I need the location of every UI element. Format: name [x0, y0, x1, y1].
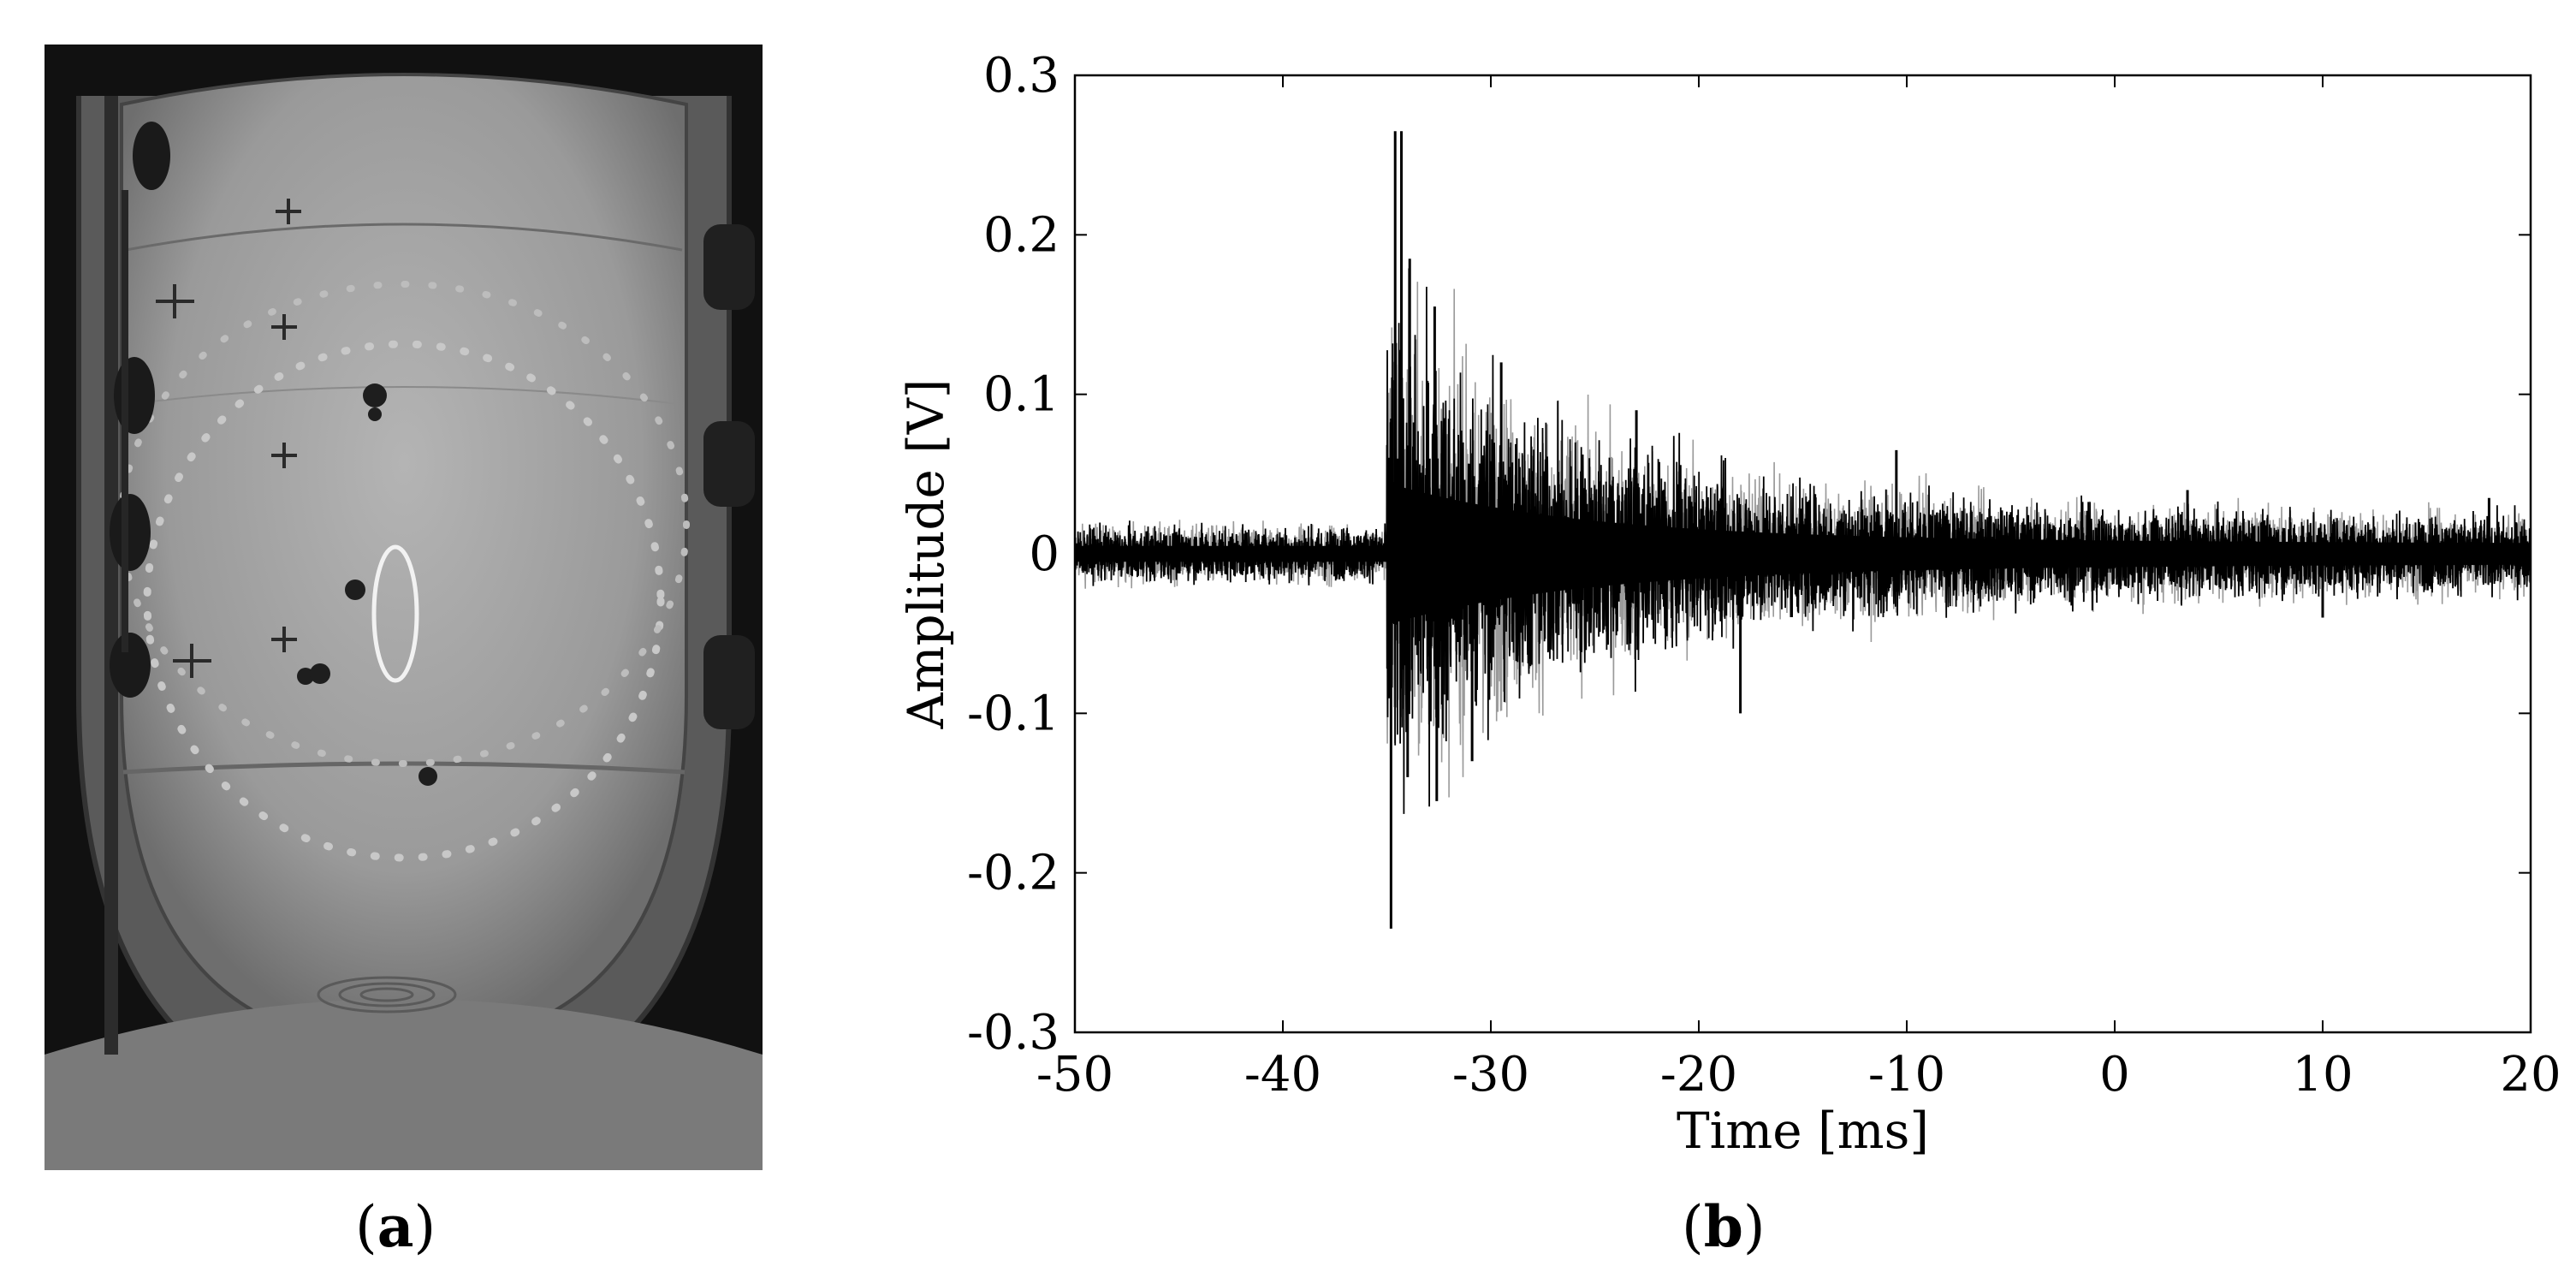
caption-b-label: b — [1703, 1193, 1743, 1260]
y-tick-label: 0.3 — [983, 48, 1059, 104]
caption-b-close: ) — [1742, 1194, 1766, 1260]
amplitude-chart: -50 -40 -30 -20 -10 0 10 20 -0.3 -0.2 -0.1 0 0.1 0.2 0… — [897, 48, 2561, 1160]
caption-a-open: ( — [355, 1194, 377, 1260]
tank-photograph — [45, 45, 763, 1170]
x-tick-label: 20 — [2500, 1047, 2561, 1103]
bottom-ripples — [317, 976, 457, 1013]
sensor-left-3 — [110, 494, 151, 571]
caption-b: (b) — [1682, 1198, 1766, 1256]
x-tick-label: -10 — [1868, 1047, 1945, 1103]
caption-a-close: ) — [413, 1194, 436, 1260]
rivet-ring — [143, 340, 665, 862]
ticks-layer: -50 -40 -30 -20 -10 0 10 20 -0.3 -0.2 -0.1 0 0.1 0.2 0… — [967, 48, 2561, 1103]
signal-core-band — [1075, 483, 2531, 625]
signal-trace-layer — [1074, 131, 2531, 929]
x-tick-label: -40 — [1244, 1047, 1321, 1103]
caption-b-open: ( — [1682, 1194, 1704, 1260]
tank-body — [120, 73, 688, 1049]
sensor-left-1 — [133, 122, 170, 190]
tank-seam-low — [129, 386, 679, 405]
x-axis-label: Time [ms] — [1677, 1102, 1929, 1160]
y-tick-label: 0.2 — [983, 207, 1059, 263]
y-axis-label: Amplitude [V] — [897, 379, 955, 730]
source-location-ellipse — [371, 544, 419, 683]
surface-dots — [297, 383, 437, 786]
sensor-left-4 — [110, 633, 151, 698]
x-tick-label: -30 — [1452, 1047, 1529, 1103]
tank-seam-top — [125, 223, 683, 252]
fixture-right-3 — [703, 635, 755, 729]
sensor-left-2 — [114, 357, 155, 434]
x-tick-label: 10 — [2292, 1047, 2353, 1103]
cross-markers — [156, 199, 301, 678]
x-tick-label: -50 — [1036, 1047, 1113, 1103]
y-tick-label: -0.3 — [967, 1005, 1059, 1061]
sensor-cable-left — [122, 190, 128, 652]
y-tick-label: -0.1 — [967, 686, 1059, 741]
x-tick-label: -20 — [1660, 1047, 1737, 1103]
x-tick-label: 0 — [2099, 1047, 2130, 1103]
caption-a-label: a — [377, 1193, 414, 1260]
fixture-right-2 — [703, 421, 755, 507]
y-tick-label: 0 — [1029, 526, 1059, 582]
tank-base — [45, 999, 763, 1170]
y-tick-label: -0.2 — [967, 846, 1059, 901]
y-tick-label: 0.1 — [983, 367, 1059, 423]
left-pipe — [104, 96, 118, 1055]
fixture-right-1 — [703, 224, 755, 310]
caption-a: (a) — [355, 1198, 436, 1256]
